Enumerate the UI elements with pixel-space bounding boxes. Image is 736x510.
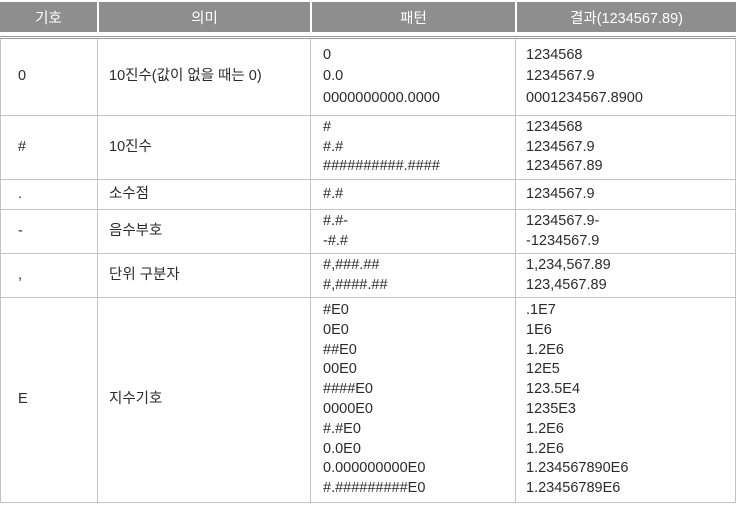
result-cell: 1234568 1234567.9 0001234567.8900 <box>515 36 736 116</box>
pattern-line: 0000000000.0000 <box>323 89 440 106</box>
result-line: 1E6 <box>526 321 552 338</box>
table-header: 기호 의미 패턴 결과(1234567.89) <box>0 2 736 36</box>
pattern-line: ####E0 <box>323 381 373 398</box>
table-body: 0 10진수(값이 없을 때는 0) 0 0.0 0000000000.0000 1234… <box>0 36 736 503</box>
meaning-cell: 소수점 <box>97 180 310 210</box>
column-header-result: 결과(1234567.89) <box>515 2 736 36</box>
table-row: . 소수점 #.# 1234567.9 <box>0 180 736 210</box>
symbol-cell: - <box>0 210 97 254</box>
result-line: .1E7 <box>526 302 556 319</box>
result-line: -1234567.9 <box>526 232 600 249</box>
result-cell: 1234567.9- -1234567.9 <box>515 210 736 254</box>
pattern-line: 0000E0 <box>323 401 373 417</box>
pattern-line: #.#E0 <box>323 420 361 437</box>
pattern-line: 00E0 <box>323 361 357 378</box>
result-cell: 1234568 1234567.9 1234567.89 <box>515 116 736 180</box>
pattern-line: 0 <box>323 46 332 63</box>
pattern-cell: #.# <box>310 180 515 210</box>
pattern-cell: # #.# ##########.#### <box>310 116 515 180</box>
meaning-cell: 10진수 <box>97 116 310 180</box>
pattern-line: ##E0 <box>323 341 357 358</box>
table-row: , 단위 구분자 #,###.## #,####.## 1,234,567.89 123,… <box>0 254 736 298</box>
column-header-meaning: 의미 <box>97 2 310 36</box>
pattern-line: #E0 <box>323 302 349 319</box>
pattern-line: 0.000000000E0 <box>323 460 426 477</box>
result-line: 12E5 <box>526 361 560 378</box>
result-line: 1.234567890E6 <box>526 460 629 477</box>
pattern-line: #.#########E0 <box>323 480 426 497</box>
symbol-cell: , <box>0 254 97 298</box>
result-cell: 1234567.9 <box>515 180 736 210</box>
pattern-line: 0E0 <box>323 321 349 338</box>
table-row: #10진수 # #.# ##########.#### 1234568 1234567.9… <box>0 116 736 180</box>
symbol-cell: # <box>0 116 97 180</box>
result-line: 1234568 <box>526 46 583 63</box>
result-line: 1234567.89 <box>526 158 603 175</box>
table-row: - 음수부호 #.#- -#.# 1234567.9- -1234567.9 <box>0 210 736 254</box>
result-line: 1234567.9 <box>526 68 595 85</box>
result-line: 0001234567.8900 <box>526 89 643 106</box>
table-row: 0 10진수(값이 없을 때는 0) 0 0.0 0000000000.0000 1234… <box>0 36 736 116</box>
result-line: 1.23456789E6 <box>526 480 621 497</box>
result-line: 1.2E6 <box>526 341 564 358</box>
result-line: 1,234,567.89 <box>526 256 611 273</box>
result-line: 123.5E4 <box>526 381 581 398</box>
result-line: 1.2E6 <box>526 420 564 437</box>
result-line: 1234567.9- <box>526 212 600 229</box>
meaning-cell: 지수기호 <box>97 298 310 503</box>
pattern-line: #.# <box>323 185 344 202</box>
result-line: 123,4567.89 <box>526 276 607 293</box>
pattern-line: -#.# <box>323 232 348 249</box>
pattern-line: #,###.## <box>323 256 380 273</box>
column-header-symbol: 기호 <box>0 2 97 36</box>
pattern-line: # <box>323 118 332 135</box>
symbol-cell: E <box>0 298 97 503</box>
result-line: 1.2E6 <box>526 440 564 457</box>
symbol-cell: 0 <box>0 36 97 116</box>
pattern-cell: #,###.## #,####.## <box>310 254 515 298</box>
pattern-cell: #.#- -#.# <box>310 210 515 254</box>
meaning-cell: 단위 구분자 <box>97 254 310 298</box>
pattern-line: 0.0E0 <box>323 440 361 457</box>
pattern-line: 0.0 <box>323 68 344 85</box>
meaning-cell: 음수부호 <box>97 210 310 254</box>
pattern-line: ##########.#### <box>323 158 440 175</box>
pattern-cell: #E0 0E0 ##E0 00E0 ####E0 0000E0 #.#E0 0.0E0 0.00… <box>310 298 515 503</box>
header-row: 기호 의미 패턴 결과(1234567.89) <box>0 2 736 36</box>
result-cell: .1E7 1E6 1.2E6 12E5 123.5E4 1235E3 1.2E6 1.2E6 1… <box>515 298 736 503</box>
pattern-line: #,####.## <box>323 276 388 293</box>
table-row: E 지수기호 #E0 0E0 ##E0 00E0 ####E0 0000E0 #.#E0 0.0E… <box>0 298 736 503</box>
meaning-cell: 10진수(값이 없을 때는 0) <box>97 36 310 116</box>
symbol-cell: . <box>0 180 97 210</box>
result-line: 1235E3 <box>526 401 576 417</box>
result-line: 1234567.9 <box>526 138 595 155</box>
result-line: 1234567.9 <box>526 185 595 202</box>
pattern-line: #.#- <box>323 212 348 229</box>
column-header-pattern: 패턴 <box>310 2 515 36</box>
pattern-cell: 0 0.0 0000000000.0000 <box>310 36 515 116</box>
result-line: 1234568 <box>526 118 583 135</box>
pattern-line: #.# <box>323 138 344 155</box>
result-cell: 1,234,567.89 123,4567.89 <box>515 254 736 298</box>
